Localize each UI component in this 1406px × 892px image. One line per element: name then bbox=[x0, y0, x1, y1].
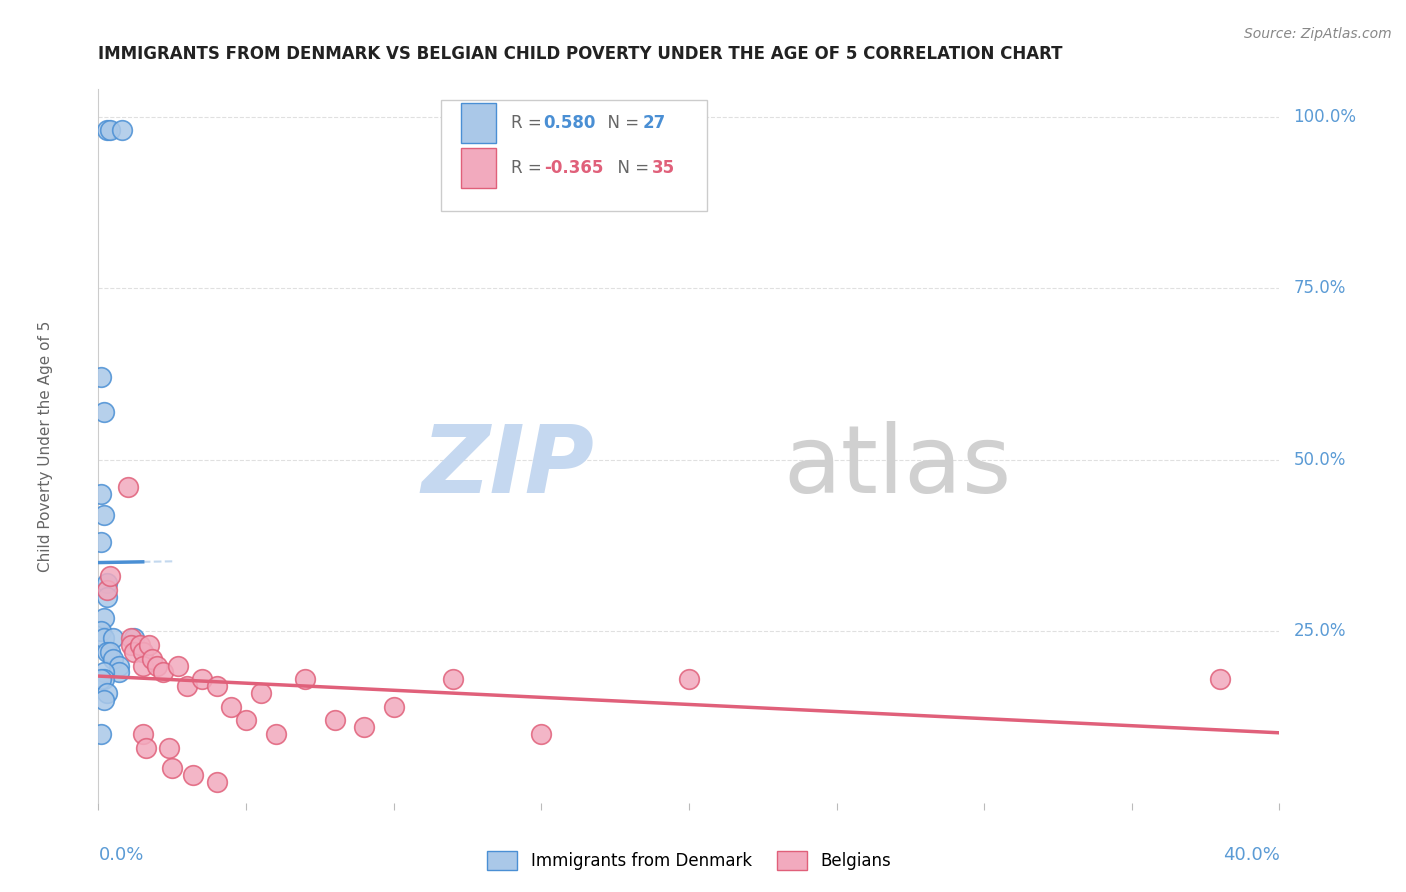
Point bbox=[128, 638, 150, 652]
Point bbox=[219, 699, 243, 714]
Point bbox=[111, 123, 134, 137]
Text: -0.365: -0.365 bbox=[544, 159, 603, 177]
Point bbox=[120, 638, 142, 652]
Text: 0.0%: 0.0% bbox=[98, 846, 143, 863]
Text: 35: 35 bbox=[652, 159, 675, 177]
Point bbox=[90, 727, 112, 741]
Point bbox=[132, 658, 155, 673]
Point bbox=[96, 583, 118, 598]
Point bbox=[93, 665, 115, 680]
Text: ZIP: ZIP bbox=[422, 421, 595, 514]
Text: N =: N = bbox=[596, 114, 644, 132]
Point bbox=[132, 645, 155, 659]
FancyBboxPatch shape bbox=[461, 103, 496, 143]
Point bbox=[93, 673, 115, 687]
Point bbox=[93, 508, 115, 522]
Point bbox=[122, 645, 145, 659]
Point bbox=[93, 631, 115, 645]
Point bbox=[1209, 673, 1232, 687]
Point bbox=[146, 658, 169, 673]
Point bbox=[108, 658, 131, 673]
Text: 0.580: 0.580 bbox=[544, 114, 596, 132]
Point bbox=[235, 714, 257, 728]
Point bbox=[96, 590, 118, 604]
Point bbox=[678, 673, 700, 687]
Point bbox=[176, 679, 198, 693]
FancyBboxPatch shape bbox=[441, 100, 707, 211]
Legend: Immigrants from Denmark, Belgians: Immigrants from Denmark, Belgians bbox=[481, 844, 897, 877]
Text: N =: N = bbox=[607, 159, 655, 177]
Point bbox=[138, 638, 160, 652]
Point bbox=[93, 610, 115, 624]
Point bbox=[152, 665, 174, 680]
Point bbox=[90, 624, 112, 639]
Point bbox=[90, 487, 112, 501]
Point bbox=[162, 762, 183, 776]
Point bbox=[96, 686, 118, 700]
Point bbox=[323, 714, 346, 728]
Point bbox=[122, 631, 145, 645]
Text: IMMIGRANTS FROM DENMARK VS BELGIAN CHILD POVERTY UNDER THE AGE OF 5 CORRELATION : IMMIGRANTS FROM DENMARK VS BELGIAN CHILD… bbox=[98, 45, 1063, 62]
Text: R =: R = bbox=[510, 159, 547, 177]
Point bbox=[103, 651, 125, 665]
Text: R =: R = bbox=[510, 114, 547, 132]
Text: 75.0%: 75.0% bbox=[1294, 279, 1346, 297]
Point bbox=[353, 720, 375, 734]
Point bbox=[103, 631, 125, 645]
Point bbox=[264, 727, 287, 741]
Text: 100.0%: 100.0% bbox=[1294, 108, 1357, 126]
Point bbox=[93, 693, 115, 707]
Point bbox=[141, 651, 163, 665]
Point bbox=[108, 665, 131, 680]
Point bbox=[157, 740, 180, 755]
Text: 27: 27 bbox=[643, 114, 666, 132]
Point bbox=[120, 631, 142, 645]
Point bbox=[90, 673, 112, 687]
Point bbox=[294, 673, 316, 687]
Text: Child Poverty Under the Age of 5: Child Poverty Under the Age of 5 bbox=[38, 320, 53, 572]
Point bbox=[181, 768, 204, 782]
Point bbox=[96, 123, 118, 137]
Point bbox=[93, 405, 115, 419]
Point bbox=[96, 576, 118, 591]
Text: 25.0%: 25.0% bbox=[1294, 623, 1346, 640]
Point bbox=[205, 775, 228, 789]
FancyBboxPatch shape bbox=[461, 148, 496, 187]
Point bbox=[117, 480, 139, 494]
Point bbox=[441, 673, 464, 687]
Point bbox=[90, 535, 112, 549]
Point bbox=[530, 727, 553, 741]
Point bbox=[96, 645, 118, 659]
Point bbox=[250, 686, 273, 700]
Point bbox=[205, 679, 228, 693]
Text: Source: ZipAtlas.com: Source: ZipAtlas.com bbox=[1244, 27, 1392, 41]
Point bbox=[382, 699, 405, 714]
Point bbox=[98, 645, 121, 659]
Point bbox=[98, 569, 121, 583]
Text: 50.0%: 50.0% bbox=[1294, 450, 1346, 468]
Point bbox=[90, 370, 112, 384]
Point bbox=[191, 673, 214, 687]
Text: atlas: atlas bbox=[783, 421, 1012, 514]
Point bbox=[132, 645, 155, 659]
Point bbox=[167, 658, 190, 673]
Point bbox=[135, 740, 157, 755]
Point bbox=[98, 123, 121, 137]
Point bbox=[132, 727, 155, 741]
Text: 40.0%: 40.0% bbox=[1223, 846, 1279, 863]
